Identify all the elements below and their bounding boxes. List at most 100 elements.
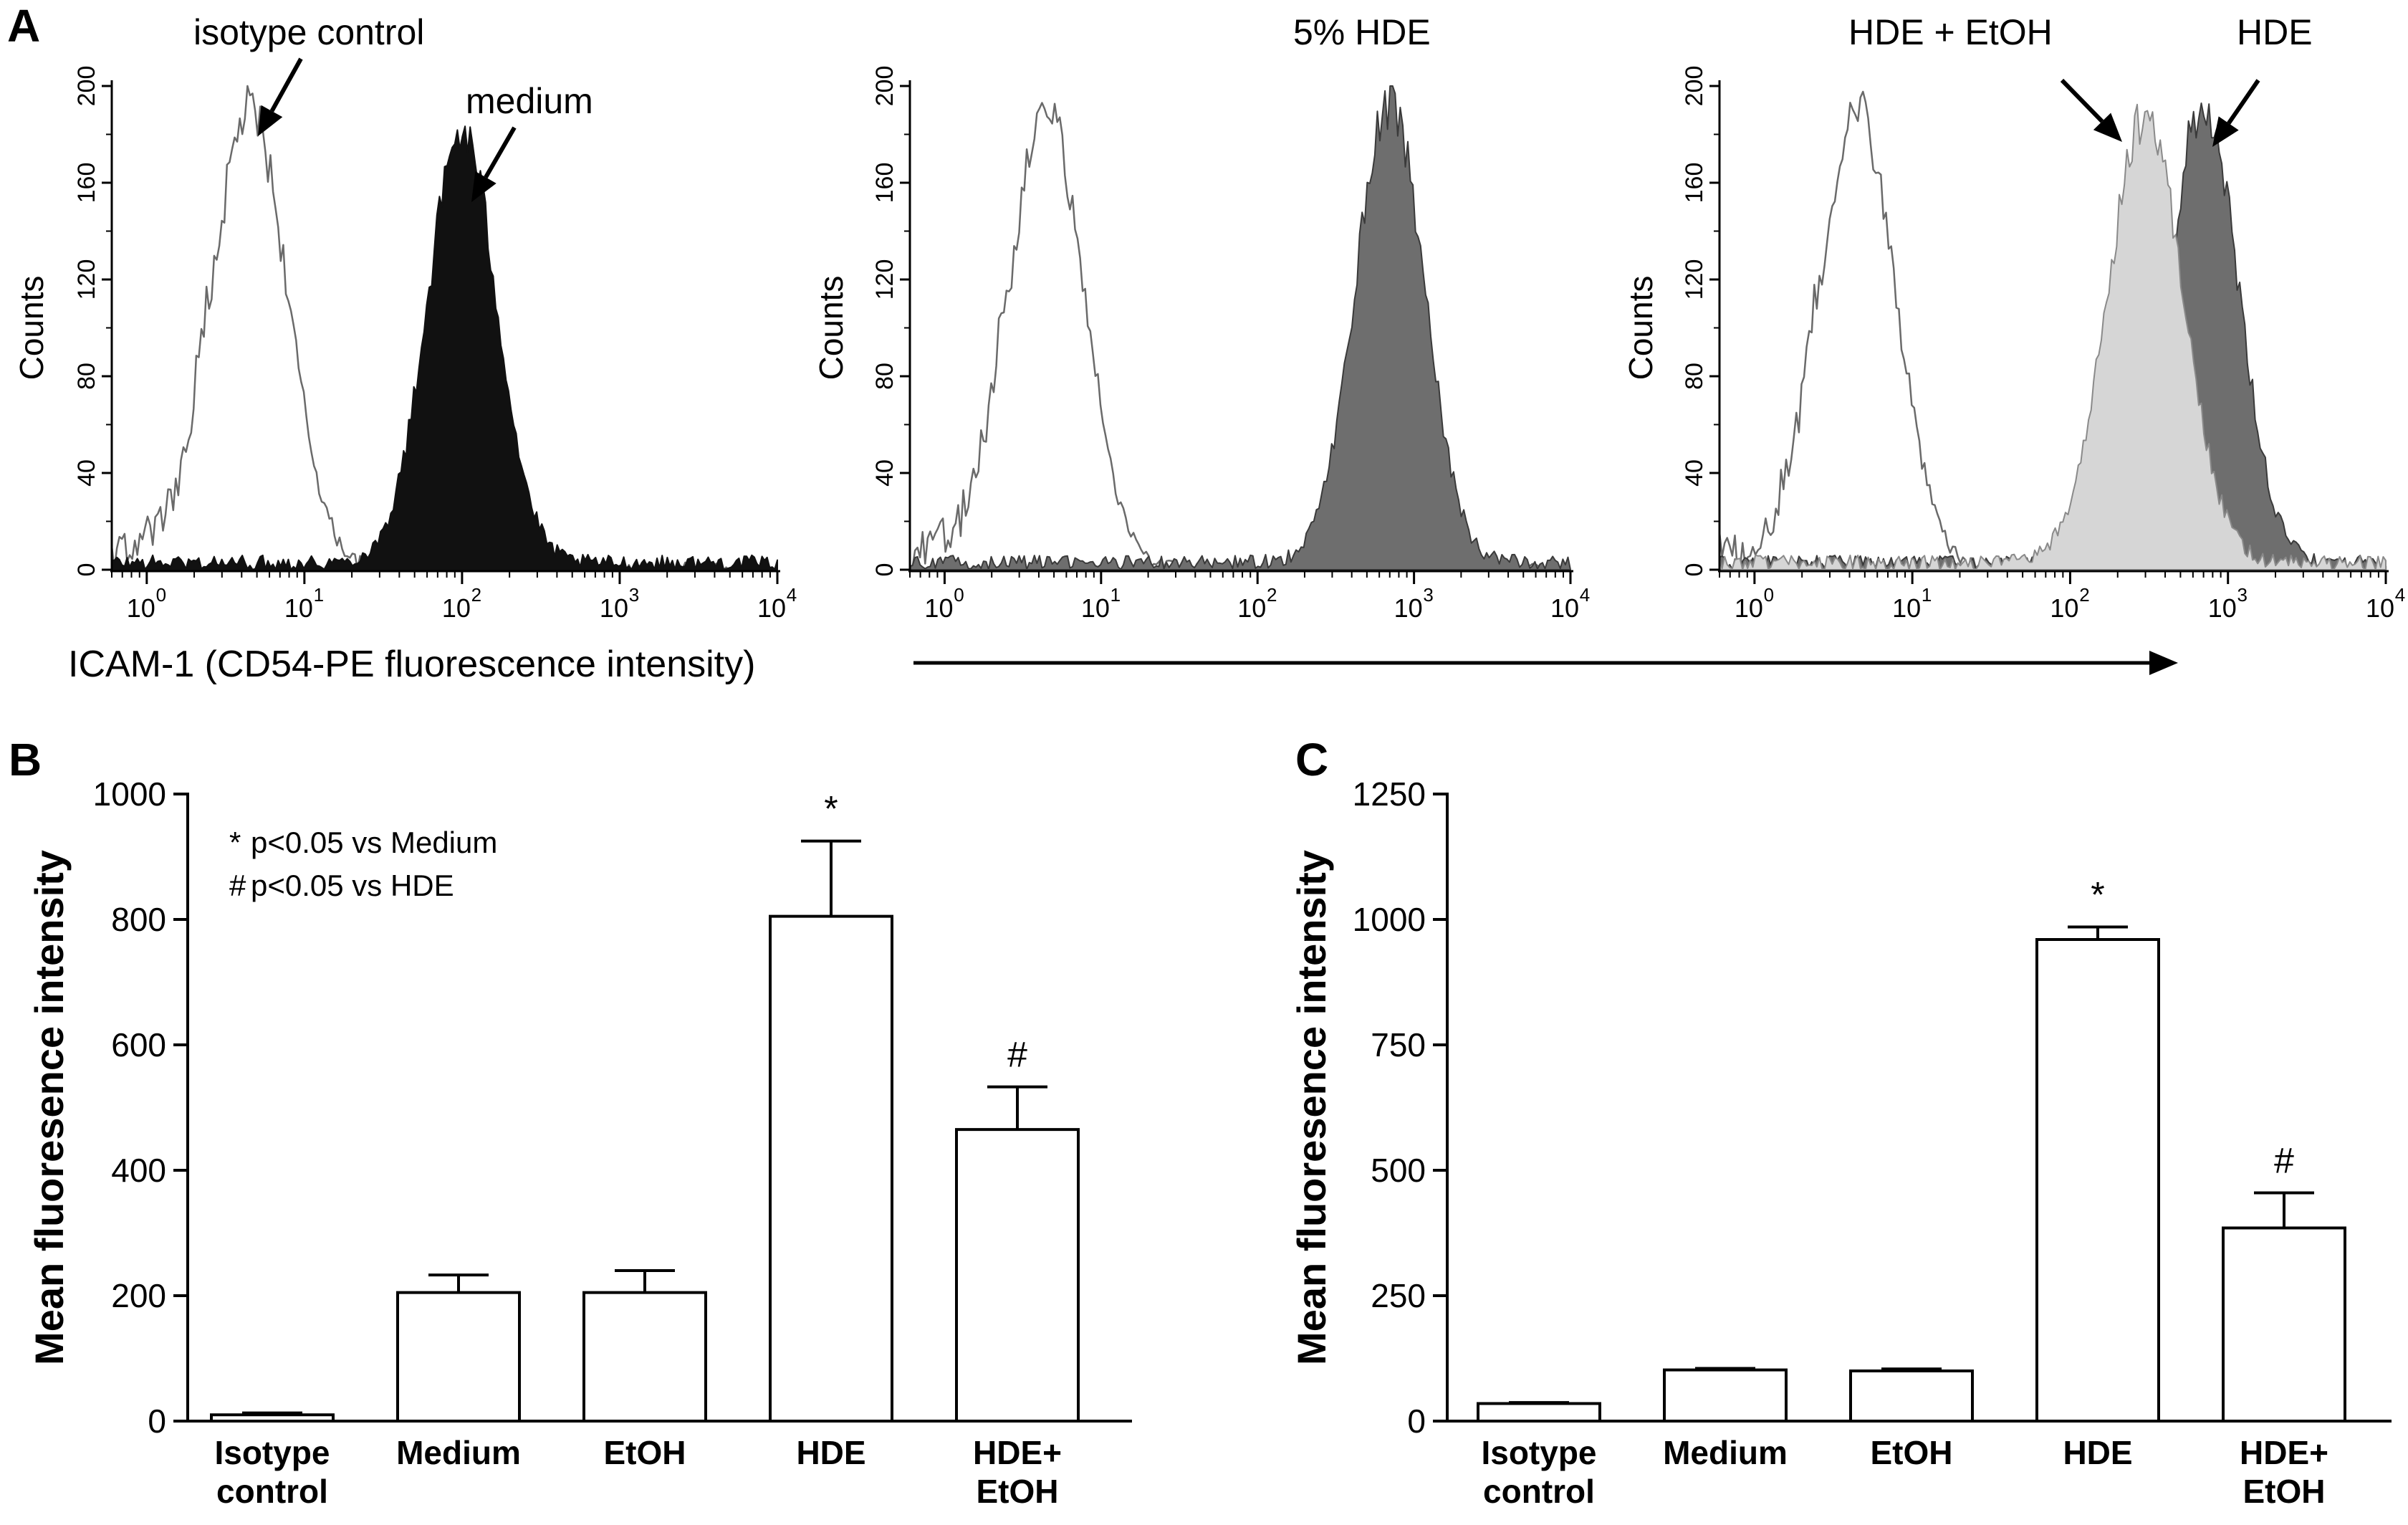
- y-tick-label: 80: [1681, 363, 1708, 390]
- x-tick-exponent: 1: [314, 584, 324, 606]
- category-label: EtOH: [1871, 1434, 1953, 1471]
- x-tick-exponent: 3: [1423, 584, 1433, 606]
- arrow-isotype-control: [258, 57, 303, 136]
- y-tick-label: 200: [73, 66, 100, 107]
- x-tick-exponent: 1: [1111, 584, 1121, 606]
- panel-label-b: B: [9, 734, 42, 785]
- x-tick-label: 10: [2208, 593, 2237, 623]
- x-tick-exponent: 3: [629, 584, 639, 606]
- bar: [2222, 1226, 2346, 1423]
- shared-x-axis-label: ICAM-1 (CD54-PE fluorescence intensity): [68, 644, 755, 685]
- category-label: Medium: [396, 1434, 521, 1471]
- bar-panel-c: 0 250 500 750 1000 1250 Mean fluoresence inten…: [1289, 775, 2392, 1510]
- category-label: Medium: [1663, 1434, 1788, 1471]
- histogram-series-5-hde: [909, 85, 1571, 570]
- arrow-hde: [2212, 79, 2260, 147]
- bar: [1663, 1368, 1788, 1423]
- y-axis-label: Mean fluoresence intensity: [27, 850, 72, 1365]
- y-tick-label: 0: [1681, 563, 1708, 577]
- x-tick-label: 10: [1550, 593, 1579, 623]
- y-axis-label: Counts: [1622, 276, 1659, 381]
- bar: [955, 1128, 1080, 1423]
- y-tick-label: 0: [73, 563, 100, 577]
- arrow-hde-shaft: [2227, 79, 2260, 125]
- x-tick-exponent: 4: [787, 584, 797, 606]
- bar: [210, 1413, 335, 1423]
- x-tick-exponent: 4: [2395, 584, 2405, 606]
- x-tick-label: 10: [1237, 593, 1266, 623]
- arrow-hde-etoh-head: [2093, 113, 2122, 142]
- y-tick-label: 0: [871, 563, 898, 577]
- y-axis-label: Counts: [13, 276, 50, 381]
- bar: [582, 1291, 707, 1423]
- x-tick-label: 10: [442, 593, 471, 623]
- y-axis-label: Mean fluoresence intensity: [1289, 850, 1334, 1365]
- legend-entry: p<0.05 vs Medium: [251, 826, 497, 859]
- x-tick-label: 10: [757, 593, 786, 623]
- x-tick-exponent: 2: [471, 584, 481, 606]
- y-tick-label: 0: [148, 1402, 166, 1440]
- significance-marker: *: [2091, 875, 2104, 915]
- y-tick-label: 1250: [1353, 775, 1426, 813]
- arrow-hde-head: [2212, 116, 2239, 147]
- x-tick-label: 10: [1735, 593, 1763, 623]
- bar: [1849, 1369, 1974, 1423]
- y-tick-label: 40: [73, 459, 100, 487]
- arrow-medium-head: [471, 171, 497, 202]
- x-tick-exponent: 2: [1267, 584, 1277, 606]
- x-tick-label: 10: [2366, 593, 2394, 623]
- x-tick-exponent: 0: [1764, 584, 1774, 606]
- significance-marker: *: [824, 789, 838, 829]
- category-label: HDE: [2063, 1434, 2132, 1471]
- annotation-isotype-control: isotype control: [193, 12, 424, 52]
- category-label: EtOH: [2243, 1473, 2326, 1510]
- legend-symbol: #: [229, 869, 246, 902]
- bar-panel-b: 0 200 400 600 800 1000 Mean fluoresence intens…: [27, 775, 1132, 1510]
- annotation-medium: medium: [466, 81, 593, 121]
- panel-title-5pct-hde: 5% HDE: [1293, 12, 1431, 52]
- y-tick-label: 160: [871, 163, 898, 204]
- y-tick-label: 160: [73, 163, 100, 204]
- x-tick-exponent: 1: [1922, 584, 1932, 606]
- legend-symbol: *: [229, 826, 241, 859]
- category-label: Isotype: [1481, 1434, 1596, 1471]
- y-tick-label: 40: [871, 459, 898, 487]
- shared-x-axis-arrow: [913, 651, 2178, 675]
- y-tick-label: 250: [1371, 1277, 1426, 1314]
- y-tick-label: 400: [111, 1152, 166, 1189]
- y-tick-label: 0: [1407, 1402, 1426, 1440]
- x-tick-label: 10: [2050, 593, 2078, 623]
- y-tick-label: 200: [1681, 66, 1708, 107]
- arrow-hde-etoh-shaft: [2060, 78, 2104, 123]
- bar: [2035, 938, 2160, 1423]
- y-tick-label: 1000: [93, 775, 166, 813]
- y-tick-label: 160: [1681, 163, 1708, 204]
- y-tick-label: 80: [73, 363, 100, 390]
- y-tick-label: 1000: [1353, 901, 1426, 938]
- x-tick-label: 10: [284, 593, 313, 623]
- x-tick-exponent: 3: [2237, 584, 2247, 606]
- bar: [396, 1291, 521, 1423]
- x-tick-label: 10: [924, 593, 953, 623]
- significance-marker: #: [2274, 1141, 2294, 1181]
- x-tick-exponent: 2: [2079, 584, 2089, 606]
- y-tick-label: 40: [1681, 459, 1708, 487]
- bar: [1477, 1402, 1601, 1423]
- y-tick-label: 750: [1371, 1026, 1426, 1063]
- y-tick-label: 800: [111, 901, 166, 938]
- legend-entry: p<0.05 vs HDE: [251, 869, 454, 902]
- y-axis-label: Counts: [812, 276, 850, 381]
- x-tick-label: 10: [600, 593, 628, 623]
- category-label: HDE: [796, 1434, 865, 1471]
- arrow-hde-etoh: [2060, 78, 2122, 142]
- category-label: control: [216, 1473, 328, 1510]
- arrow-medium: [471, 126, 517, 202]
- shared-x-axis-arrow-head: [2149, 651, 2178, 675]
- category-label: HDE+: [973, 1434, 1062, 1471]
- x-tick-exponent: 0: [954, 584, 964, 606]
- category-label: control: [1483, 1473, 1595, 1510]
- arrow-isotype-control-shaft: [269, 57, 303, 113]
